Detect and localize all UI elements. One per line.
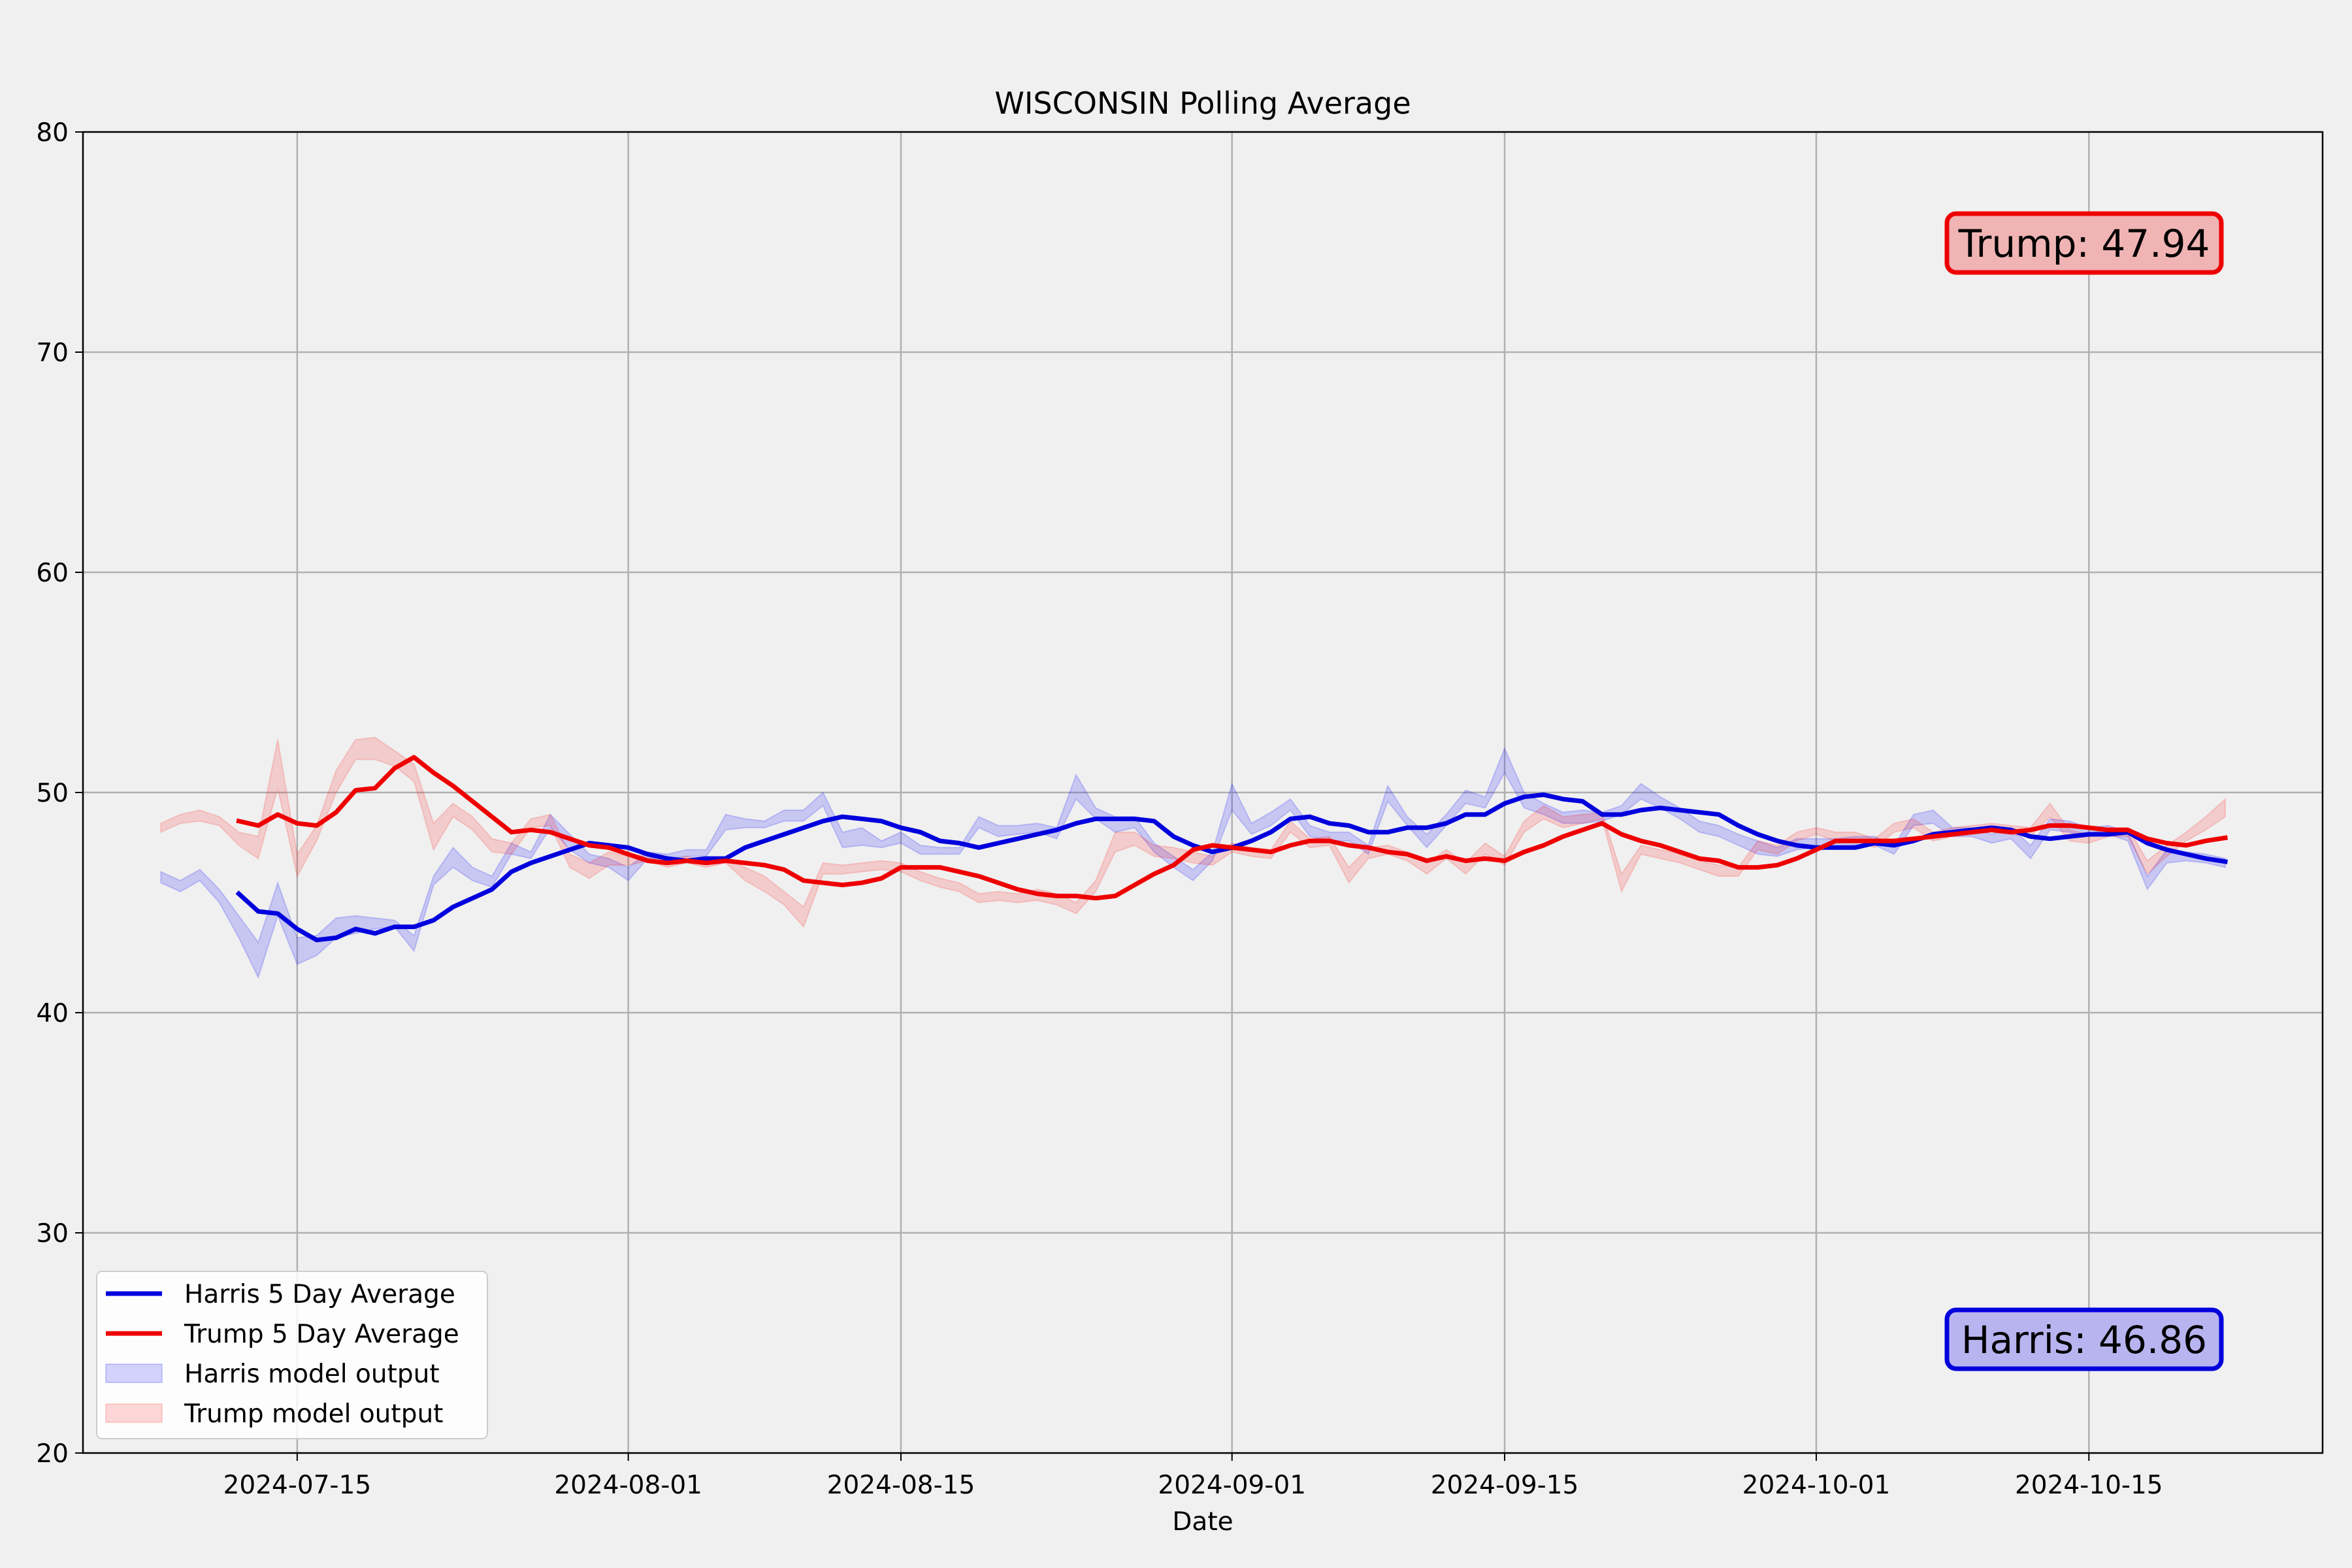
- line-trump-5-day-average: [236, 755, 2229, 901]
- legend-swatch-band: [105, 1364, 163, 1383]
- x-tick-label: 2024-10-01: [1742, 1471, 1891, 1500]
- y-tick-label: 70: [36, 338, 69, 368]
- band-trump-model-output: [160, 736, 2226, 928]
- y-tick-label: 20: [36, 1439, 69, 1469]
- latest-value-badges: Trump: 47.94 Harris: 46.86: [1944, 211, 2224, 1371]
- band-harris-model-output: [160, 747, 2226, 979]
- x-tick-label: 2024-07-15: [223, 1471, 372, 1500]
- five-day-average-lines: [235, 755, 2229, 943]
- legend-entry-label: Trump 5 Day Average: [184, 1320, 459, 1349]
- legend-entry-label: Harris model output: [184, 1360, 440, 1389]
- model-output-bands: [160, 736, 2226, 979]
- y-tick-label: 60: [36, 559, 69, 588]
- badge-box: [1944, 211, 2224, 275]
- x-axis-label: Date: [1172, 1507, 1233, 1537]
- legend-entry-label: Harris 5 Day Average: [184, 1280, 455, 1309]
- legend-box: [96, 1271, 488, 1439]
- grid-lines: [83, 132, 2323, 1453]
- badge-box: [1944, 1307, 2224, 1371]
- badge-label: Harris: 46.86: [1961, 1318, 2207, 1362]
- legend-entry-label: Trump model output: [184, 1399, 443, 1429]
- y-tick-label: 50: [36, 779, 69, 808]
- y-tick-label: 40: [36, 999, 69, 1028]
- x-tick-label: 2024-08-15: [827, 1471, 975, 1500]
- legend-swatch-band: [105, 1403, 163, 1423]
- chart-title: WISCONSIN Polling Average: [994, 86, 1411, 121]
- x-tick-label: 2024-10-15: [2015, 1471, 2163, 1500]
- x-tick-label: 2024-08-01: [554, 1471, 702, 1500]
- badge-label: Trump: 47.94: [1958, 221, 2210, 266]
- x-tick-label: 2024-09-01: [1158, 1471, 1306, 1500]
- y-tick-label: 80: [36, 118, 69, 148]
- axis-ticks: 20 30 40 50 60 70 80 2024-07-15 2024-08-01 2024-0…: [36, 118, 2163, 1500]
- legend: Harris 5 Day Average Trump 5 Day Average H…: [96, 1271, 488, 1439]
- y-tick-label: 30: [36, 1219, 69, 1249]
- x-tick-label: 2024-09-15: [1431, 1471, 1579, 1500]
